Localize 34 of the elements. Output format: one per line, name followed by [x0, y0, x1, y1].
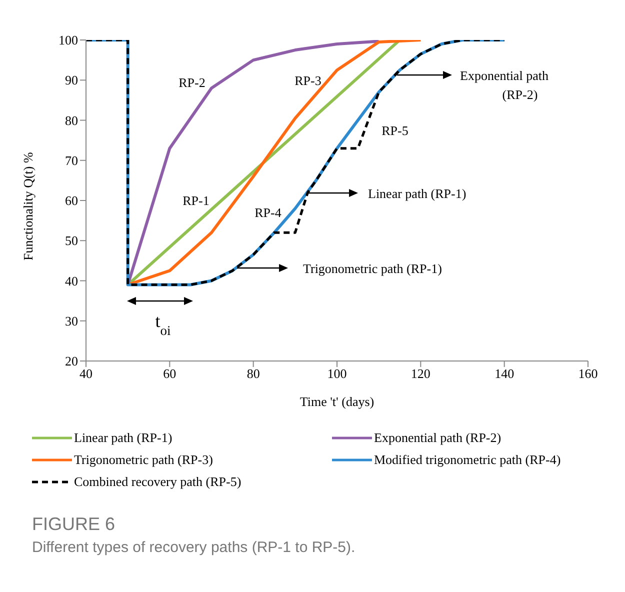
annotation: Linear path (RP-1)	[368, 186, 466, 201]
y-tick-label: 20	[65, 354, 78, 369]
x-tick-label: 140	[494, 366, 514, 382]
y-tick-label: 50	[65, 233, 78, 248]
y-tick-label: 80	[65, 112, 78, 128]
x-tick-label: 120	[410, 366, 430, 382]
annotation: RP-4	[254, 205, 282, 220]
legend-label: Combined recovery path (RP-5)	[74, 474, 242, 490]
annotation: Trigonometric path (RP-1)	[303, 261, 442, 276]
x-tick-label: 100	[327, 366, 347, 382]
y-tick-label: 30	[65, 313, 78, 328]
legend-label: Linear path (RP-1)	[74, 430, 172, 446]
x-tick-label: 160	[578, 366, 598, 382]
x-axis-title: Time 't' (days)	[300, 394, 374, 409]
y-tick-label: 90	[65, 72, 78, 88]
y-tick-label: 60	[65, 193, 78, 208]
x-tick-label: 80	[246, 366, 260, 382]
annotation: RP-3	[294, 73, 322, 88]
y-axis-title: Functionality Q(t) %	[20, 152, 36, 260]
y-tick-label: 100	[58, 32, 78, 48]
x-tick-label: 40	[80, 366, 92, 382]
legend-label: Trigonometric path (RP-3)	[74, 452, 213, 468]
annotation: RP-1	[182, 193, 210, 208]
annotation: RP-5	[382, 123, 408, 138]
x-tick-label: 60	[163, 366, 176, 382]
annotation: Exponential path (RP-2)	[460, 68, 549, 102]
legend-label: Exponential path (RP-2)	[374, 430, 502, 446]
caption: FIGURE 6	[32, 514, 116, 535]
y-tick-label: 40	[65, 273, 78, 288]
annotation: t$_{oi}$	[155, 311, 171, 338]
annotation: RP-2	[178, 75, 206, 90]
y-tick-label: 70	[65, 152, 78, 168]
legend-label: Modified trigonometric path (RP-4)	[374, 452, 561, 468]
text: Different types of recovery paths (RP-1 to RP-5).	[32, 539, 356, 556]
